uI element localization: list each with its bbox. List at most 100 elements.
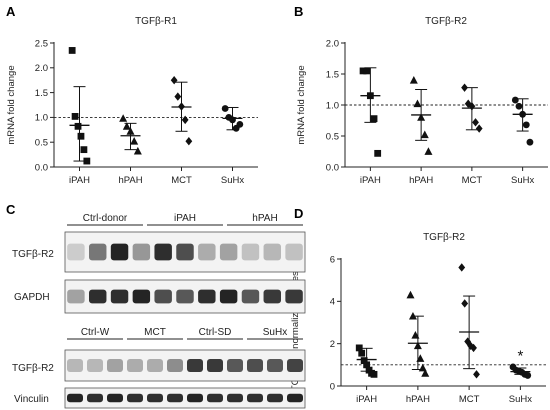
x-tick-label: hPAH [409, 175, 433, 186]
group-suhx [511, 96, 534, 146]
blot-band [147, 358, 163, 373]
x-tick-label: SuHx [221, 175, 244, 186]
x-tick-label: SuHx [511, 175, 534, 186]
data-point [470, 343, 477, 353]
blot-band [219, 289, 238, 304]
group-mct [458, 263, 480, 379]
y-axis-label: mRNA fold change [296, 65, 307, 144]
blot-band [87, 393, 103, 403]
data-point [464, 99, 472, 108]
panel-letter-d: D [294, 206, 303, 221]
blot-band [287, 358, 303, 373]
blot-band [187, 358, 203, 373]
group-mct [170, 76, 193, 146]
panel-letter-a: A [6, 4, 16, 19]
data-point [526, 138, 534, 146]
data-point [515, 102, 523, 110]
blot-band [187, 393, 203, 403]
chart-a-tgfb-r1: TGFβ-R1 mRNA fold change 0.0 0.5 1.0 1.5 2.0 2.… [6, 16, 258, 186]
blot-band [198, 243, 216, 261]
data-point [221, 105, 229, 112]
data-point [461, 83, 468, 92]
data-point [420, 130, 429, 139]
group-suhx [221, 105, 244, 132]
data-point [360, 357, 368, 364]
data-point [363, 67, 371, 75]
blot-band [241, 243, 260, 261]
blot-band [176, 243, 194, 261]
data-point [424, 147, 433, 155]
blot-band [176, 289, 194, 304]
data-point [374, 149, 382, 157]
x-tick-label: iPAH [69, 175, 90, 186]
data-point [421, 369, 430, 377]
y-tick-label: 1.5 [35, 88, 48, 99]
y-axis-label: TGFβ-R2 normalized expression [290, 254, 301, 391]
x-tick-label: MCT [459, 394, 480, 405]
blot-band [147, 393, 163, 403]
blot-band [154, 243, 172, 261]
data-point [122, 122, 131, 130]
blot-row-tgfbr2-lower [64, 349, 306, 382]
data-point [472, 118, 479, 127]
blot-group-lower-label: SuHx [263, 327, 287, 338]
x-tick-label: iPAH [360, 175, 381, 186]
x-tick-label: hPAH [118, 175, 142, 186]
data-point [83, 157, 91, 165]
blot-group-upper-label: Ctrl-donor [83, 213, 128, 224]
data-point [458, 263, 466, 272]
data-point [133, 146, 142, 155]
x-tick-label: hPAH [406, 394, 430, 405]
blot-band [285, 243, 303, 261]
data-point [473, 370, 480, 379]
data-point [359, 67, 367, 75]
chart-d-tgfb-r2-protein: TGFβ-R2 TGFβ-R2 normalized expression 0 2 4 6… [290, 232, 546, 405]
blot-band [110, 243, 129, 261]
blot-band [285, 289, 303, 304]
data-point [77, 132, 85, 140]
blot-band [241, 289, 260, 304]
data-point [461, 299, 469, 308]
blot-band [107, 358, 123, 373]
y-tick-label: 0.5 [326, 131, 339, 142]
blot-label-gapdh: GAPDH [14, 292, 50, 303]
blot-row-gapdh [64, 279, 306, 314]
blot-group-upper-label: iPAH [174, 213, 196, 224]
chart-title: TGFβ-R2 [423, 232, 465, 243]
y-tick-label: 0.0 [326, 162, 339, 173]
significance-asterisk: * [517, 347, 523, 364]
blot-row-tgfbr2-upper [64, 231, 306, 273]
blot-band [227, 393, 243, 403]
data-point [522, 121, 530, 129]
blot-strip [64, 349, 306, 382]
data-point [236, 120, 244, 128]
blot-group-lower-label: Ctrl-SD [199, 327, 232, 338]
blot-band [67, 358, 83, 373]
data-point [475, 124, 483, 133]
blot-band [132, 243, 151, 261]
blot-band [154, 289, 172, 304]
blot-band [198, 289, 216, 304]
data-point [174, 92, 182, 101]
data-point [71, 113, 79, 120]
group-ipah [355, 344, 378, 378]
y-tick-label: 0.5 [35, 138, 48, 149]
data-point [413, 99, 422, 108]
panel-letter-c: C [6, 202, 16, 217]
group-ipah [359, 67, 382, 157]
blot-band [263, 289, 281, 304]
blot-band [67, 243, 85, 261]
group-hpah [409, 76, 433, 155]
group-hpah [406, 290, 430, 377]
y-tick-label: 0 [330, 381, 335, 392]
blot-row-vinculin [64, 387, 306, 409]
data-point [170, 76, 178, 85]
blot-label-tgfbr2-lower: TGFβ-R2 [12, 363, 54, 374]
chart-title: TGFβ-R2 [425, 16, 467, 27]
group-mct [461, 83, 483, 133]
data-point [68, 47, 76, 54]
y-tick-label: 0.0 [35, 162, 48, 173]
blot-band [67, 393, 83, 403]
blot-band [89, 289, 107, 304]
blot-band [127, 358, 143, 373]
